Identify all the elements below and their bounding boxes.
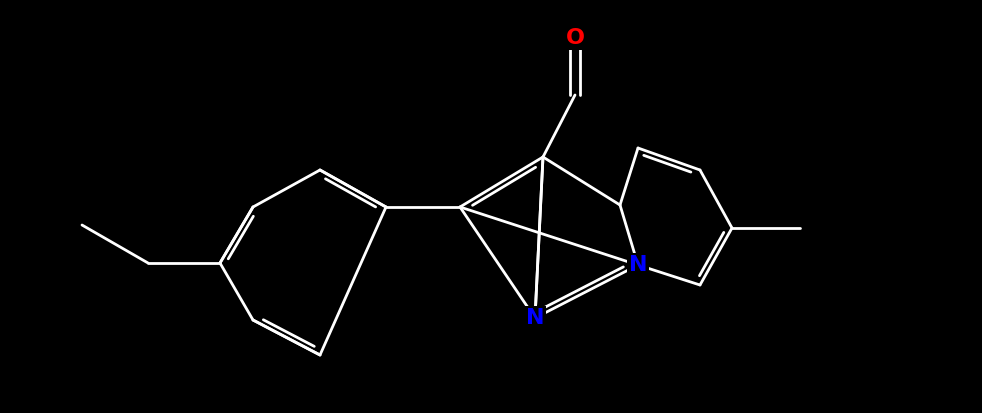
Text: O: O [566, 28, 584, 48]
Text: N: N [525, 308, 544, 328]
Text: N: N [628, 255, 647, 275]
